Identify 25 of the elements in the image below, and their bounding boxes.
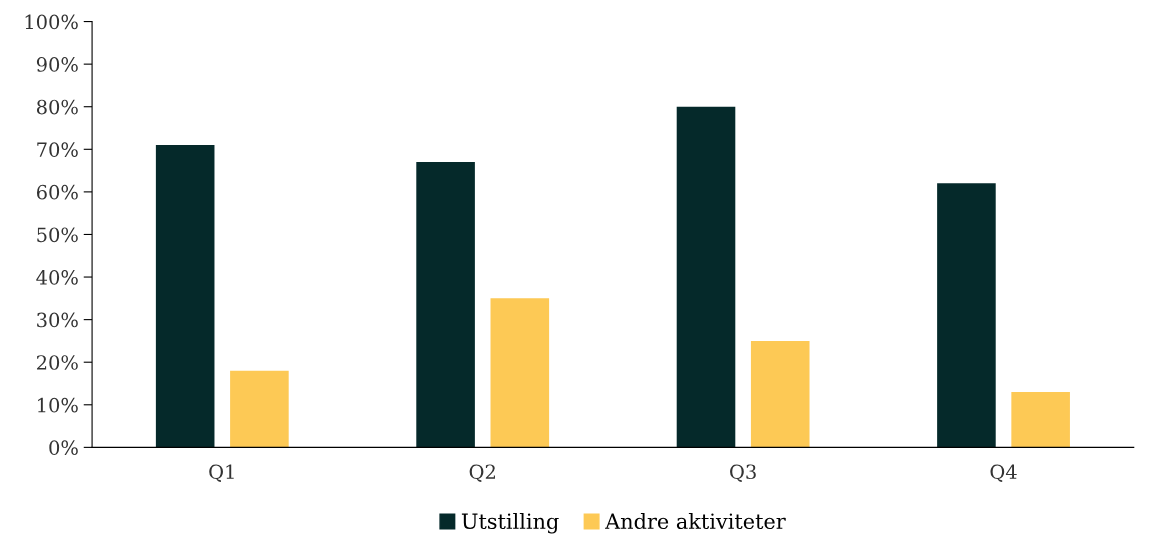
y-tick-label: 30% (37, 312, 78, 328)
bar (937, 183, 996, 448)
legend-label: Utstilling (461, 512, 559, 534)
y-tick-label: 20% (36, 355, 78, 370)
x-tick-label: Q3 (730, 464, 756, 482)
bar (1011, 392, 1070, 448)
bar (676, 106, 736, 448)
y-tick-label: 0% (49, 440, 78, 456)
y-tick-label: 100% (25, 14, 78, 30)
bar (750, 340, 810, 448)
y-tick-label: 70% (37, 142, 78, 157)
bar (416, 162, 475, 448)
bar (230, 370, 289, 448)
bar (490, 298, 550, 448)
y-tick-label: 10% (38, 397, 78, 413)
bar (155, 145, 215, 448)
x-tick-label: Q2 (469, 464, 495, 482)
y-tick-label: 80% (36, 99, 78, 115)
x-tick-label: Q1 (209, 464, 234, 482)
y-tick-label: 90% (36, 57, 78, 72)
y-tick-label: 40% (36, 270, 78, 285)
y-tick-label: 60% (36, 184, 78, 200)
legend-label: Andre aktiviteter (605, 512, 786, 530)
x-tick-label: Q4 (990, 464, 1017, 482)
y-tick-label: 50% (37, 227, 78, 243)
